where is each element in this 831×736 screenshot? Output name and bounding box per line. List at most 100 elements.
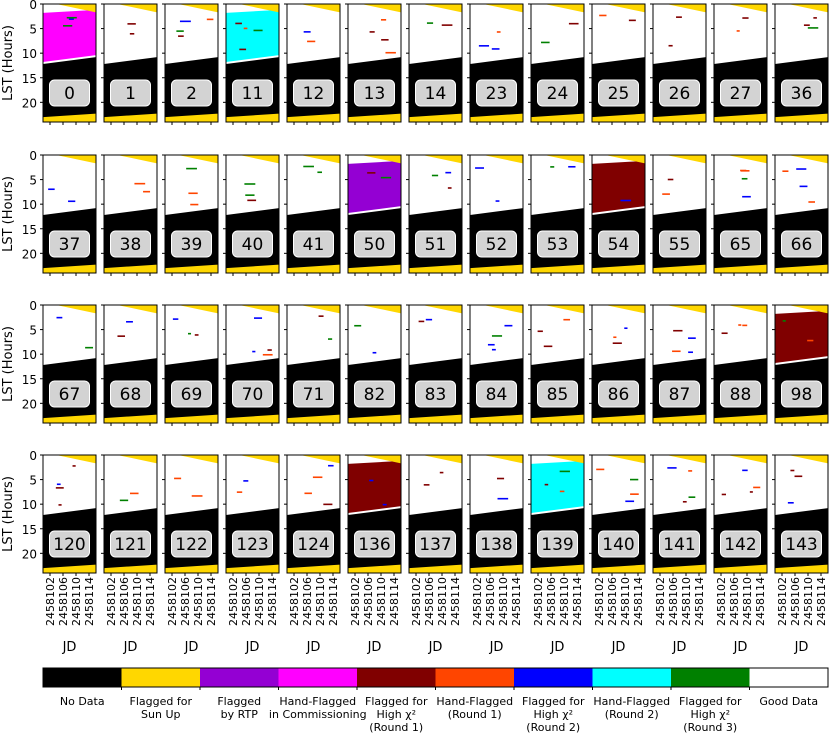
y-tick-label: 5 bbox=[29, 474, 37, 488]
antenna-number-label: 25 bbox=[608, 84, 630, 104]
flag-speckle bbox=[372, 351, 377, 354]
flag-speckle bbox=[188, 192, 198, 195]
legend-swatch bbox=[357, 668, 436, 687]
sun-up-region bbox=[409, 564, 462, 573]
sun-up-region bbox=[531, 113, 584, 122]
flag-speckle bbox=[624, 327, 628, 330]
flag-speckle bbox=[682, 500, 687, 503]
antenna-label-box bbox=[720, 530, 761, 558]
x-tick-label: 2458106 bbox=[118, 577, 131, 626]
sun-up-region bbox=[287, 414, 340, 423]
antenna-number-label: 83 bbox=[425, 385, 447, 405]
sun-up-region bbox=[544, 455, 584, 464]
y-tick-label: 10 bbox=[22, 47, 37, 61]
sun-up-region bbox=[300, 305, 340, 314]
panel-frame bbox=[652, 154, 707, 274]
y-axis-label: LST (Hours) bbox=[1, 476, 16, 552]
x-tick-label: 2458114 bbox=[754, 577, 767, 626]
x-tick-label: 2458106 bbox=[484, 577, 497, 626]
legend-label: Flagged for Sun Up bbox=[130, 695, 193, 721]
sun-up-region bbox=[714, 414, 767, 423]
antenna-panel-69: 69 bbox=[162, 304, 219, 426]
sun-up-region bbox=[43, 564, 96, 573]
x-tick-label: 2458110 bbox=[192, 577, 205, 626]
flag-speckle bbox=[487, 343, 495, 346]
flag-speckle bbox=[380, 19, 387, 21]
flag-speckle bbox=[495, 200, 500, 202]
y-tick-label: 20 bbox=[22, 247, 37, 261]
antenna-label-box bbox=[232, 530, 273, 558]
sun-up-region bbox=[409, 414, 462, 423]
antenna-panel-143: 143 bbox=[772, 454, 829, 576]
flag-speckle bbox=[625, 500, 635, 503]
sun-up-region bbox=[287, 264, 340, 273]
antenna-label-box bbox=[354, 530, 395, 558]
flag-speckle bbox=[807, 339, 814, 342]
antenna-panel-14: 14 bbox=[406, 3, 463, 125]
x-tick-label: 2458114 bbox=[388, 577, 401, 626]
x-tick-label: 2458102 bbox=[227, 577, 240, 626]
flag-speckle bbox=[426, 22, 434, 24]
antenna-label-box bbox=[720, 230, 761, 258]
panel-frame bbox=[164, 154, 219, 274]
antenna-number-label: 23 bbox=[486, 84, 508, 104]
flag-speckle bbox=[243, 27, 248, 30]
sun-up-region bbox=[300, 155, 340, 164]
flag-speckle bbox=[63, 25, 73, 27]
antenna-panel-137: 137 bbox=[406, 454, 463, 576]
sun-up-region bbox=[531, 414, 584, 423]
sun-up-region bbox=[666, 305, 706, 314]
antenna-label-box bbox=[49, 380, 90, 408]
flag-fill-region bbox=[775, 310, 828, 364]
sun-up-region bbox=[470, 414, 523, 423]
panel-frame bbox=[652, 454, 707, 574]
antenna-label-box bbox=[537, 79, 578, 107]
flag-speckle bbox=[543, 345, 553, 348]
x-axis-label: JD bbox=[62, 640, 77, 655]
sun-up-region bbox=[727, 155, 767, 164]
sun-up-region bbox=[788, 4, 828, 13]
flag-speckle bbox=[742, 17, 749, 19]
antenna-number-label: 51 bbox=[425, 235, 447, 255]
x-tick-label: 2458102 bbox=[105, 577, 118, 626]
antenna-number-label: 68 bbox=[120, 385, 142, 405]
flag-speckle bbox=[381, 39, 389, 41]
flag-speckle bbox=[782, 320, 786, 322]
sun-up-region bbox=[714, 564, 767, 573]
flag-speckle bbox=[361, 474, 367, 476]
sun-up-region bbox=[470, 113, 523, 122]
flag-speckle bbox=[247, 199, 257, 202]
antenna-label-box bbox=[659, 79, 700, 107]
x-axis-label: JD bbox=[794, 640, 809, 655]
sun-up-region bbox=[361, 455, 401, 464]
panel-frame bbox=[713, 304, 768, 424]
antenna-panel-26: 26 bbox=[650, 3, 707, 125]
sun-up-region bbox=[666, 155, 706, 164]
flag-speckle bbox=[568, 165, 576, 168]
antenna-label-box bbox=[49, 230, 90, 258]
x-tick-label: 2458106 bbox=[57, 577, 70, 626]
y-tick-label: 0 bbox=[29, 149, 37, 163]
antenna-panel-136: 136 bbox=[345, 454, 402, 576]
sun-up-region bbox=[361, 305, 401, 314]
x-tick-label: 2458102 bbox=[410, 577, 423, 626]
antenna-label-box bbox=[659, 380, 700, 408]
flag-fill-region bbox=[348, 460, 401, 514]
flag-speckle bbox=[447, 187, 452, 189]
antenna-number-label: 136 bbox=[358, 535, 390, 555]
sun-up-region bbox=[117, 155, 157, 164]
flag-speckle bbox=[803, 24, 810, 26]
flag-speckle bbox=[667, 178, 674, 181]
sun-up-region bbox=[775, 113, 828, 122]
antenna-label-box bbox=[415, 530, 456, 558]
flag-speckle bbox=[742, 469, 748, 472]
sun-up-region bbox=[422, 305, 462, 314]
flag-speckle bbox=[688, 337, 696, 339]
antenna-number-label: 70 bbox=[242, 385, 264, 405]
y-tick-label: 5 bbox=[29, 174, 37, 188]
flag-speckle bbox=[813, 17, 817, 19]
panel-frame bbox=[225, 454, 280, 574]
antenna-label-box bbox=[232, 79, 273, 107]
x-tick-label: 2458114 bbox=[632, 577, 645, 626]
panel-frame bbox=[713, 154, 768, 274]
